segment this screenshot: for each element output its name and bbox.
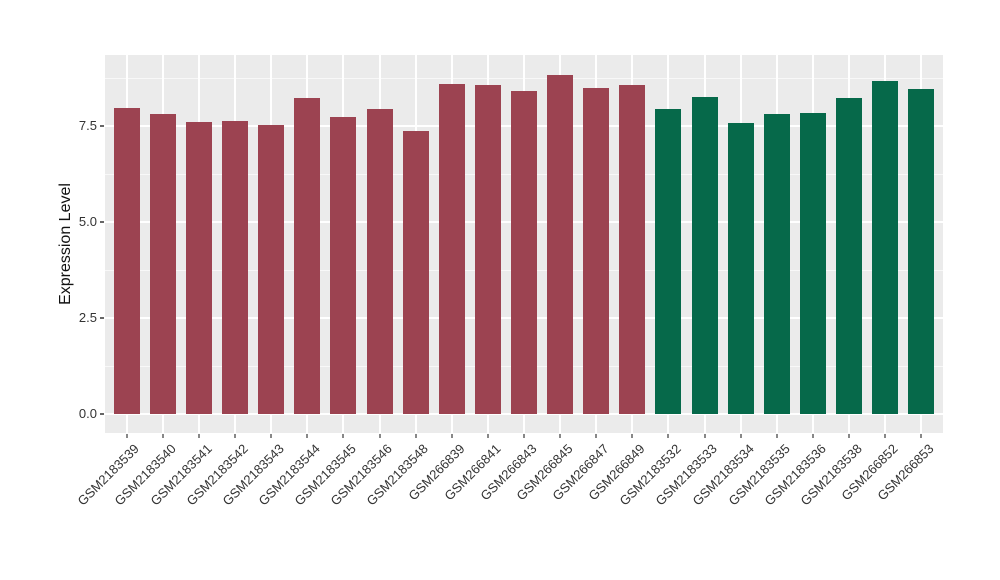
bar-GSM2183545 — [330, 117, 357, 414]
y-tick — [100, 221, 104, 223]
x-tick — [523, 434, 525, 438]
y-tick — [100, 317, 104, 319]
bar-GSM2183538 — [836, 98, 863, 414]
x-tick — [703, 434, 706, 438]
x-tick — [234, 434, 237, 438]
x-tick — [595, 434, 598, 438]
bar-GSM2183532 — [655, 109, 682, 414]
bar-GSM2183534 — [727, 123, 754, 414]
bar-GSM266847 — [583, 87, 610, 414]
bar-GSM2183536 — [799, 112, 826, 414]
x-tick — [125, 434, 128, 438]
y-axis-tick-label: 5.0 — [78, 214, 97, 229]
bar-GSM266841 — [474, 84, 501, 414]
x-tick — [270, 434, 273, 438]
bar-GSM2183535 — [763, 114, 790, 414]
x-tick — [486, 434, 489, 438]
bar-GSM2183533 — [691, 97, 718, 414]
x-tick — [559, 434, 562, 438]
x-tick — [161, 434, 164, 438]
y-axis-tick-label: 0.0 — [78, 406, 97, 421]
bar-GSM2183542 — [222, 120, 249, 414]
x-tick — [306, 434, 309, 438]
bar-GSM2183548 — [402, 131, 429, 414]
x-tick — [450, 434, 453, 438]
x-tick — [775, 434, 778, 438]
x-tick — [920, 434, 923, 438]
x-tick — [414, 434, 417, 438]
bar-GSM2183546 — [366, 109, 393, 414]
bar-GSM266853 — [908, 88, 935, 414]
bar-GSM2183543 — [258, 124, 285, 414]
y-tick — [100, 413, 104, 415]
x-tick — [378, 434, 381, 438]
bar-GSM266849 — [619, 85, 646, 414]
bar-GSM2183544 — [294, 97, 321, 414]
bar-GSM266843 — [511, 90, 537, 414]
x-tick — [667, 434, 670, 438]
x-tick — [884, 434, 887, 438]
x-tick — [739, 434, 742, 438]
x-tick — [342, 434, 345, 438]
bar-GSM2183539 — [113, 107, 140, 414]
bar-GSM2183540 — [149, 113, 176, 414]
y-axis-tick-label: 2.5 — [78, 310, 97, 325]
x-tick — [811, 434, 814, 438]
x-tick — [848, 434, 851, 438]
x-tick — [631, 434, 634, 438]
bar-GSM2183541 — [185, 121, 212, 414]
bar-GSM266852 — [872, 80, 899, 414]
bar-GSM266845 — [547, 75, 574, 414]
y-axis-tick-label: 7.5 — [78, 118, 97, 133]
y-axis-title: Expression Level — [57, 183, 74, 305]
bar-GSM266839 — [438, 83, 465, 414]
x-tick — [197, 434, 200, 438]
plot-panel — [105, 55, 943, 433]
y-tick — [100, 125, 104, 127]
